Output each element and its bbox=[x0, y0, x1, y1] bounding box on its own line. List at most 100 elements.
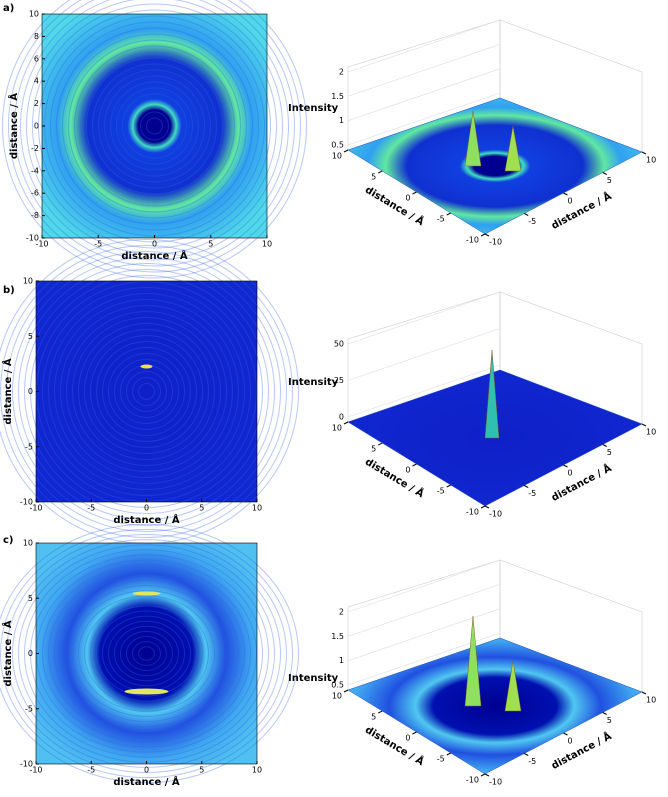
heatmap-ring bbox=[114, 625, 179, 682]
x-tick-label: 10 bbox=[262, 240, 272, 249]
heatmap-ring bbox=[66, 585, 227, 722]
surface-peak bbox=[504, 660, 522, 712]
heatmap-ring bbox=[104, 75, 205, 177]
heatmap-ring bbox=[0, 528, 293, 779]
y-tick-label: 2 bbox=[34, 99, 39, 108]
x3d-tick bbox=[446, 484, 451, 488]
heatmap-ring bbox=[66, 311, 227, 472]
heatmap-ring bbox=[12, 539, 281, 768]
z-tick-label: 50 bbox=[334, 340, 344, 349]
heatmap-ring bbox=[110, 81, 199, 171]
y3d-tick-label: -5 bbox=[528, 489, 536, 498]
z-tick-label: 0 bbox=[339, 413, 344, 422]
heatmap-ring bbox=[74, 45, 235, 207]
x-axis-label: distance / Å bbox=[113, 775, 180, 788]
x-tick-label: 10 bbox=[252, 504, 262, 513]
x-tick-label: 5 bbox=[199, 766, 204, 775]
surface-peak bbox=[464, 615, 482, 707]
heatmap-ring bbox=[30, 554, 263, 753]
y3d-tick-label: -5 bbox=[528, 757, 536, 766]
x3d-tick-label: 10 bbox=[332, 424, 342, 433]
heatmap-ring bbox=[54, 299, 239, 484]
x3d-tick bbox=[480, 773, 486, 777]
x-tick-label: -5 bbox=[87, 766, 95, 775]
y3d-tick bbox=[602, 444, 607, 447]
heatmap bbox=[42, 14, 267, 238]
x3d-tick-label: 5 bbox=[371, 445, 376, 454]
y3d-tick-label: 10 bbox=[646, 696, 656, 705]
heatmap-ring bbox=[90, 605, 203, 702]
heatmap-ring bbox=[132, 641, 161, 666]
y-tick-label: -10 bbox=[20, 498, 33, 507]
x3d-tick bbox=[412, 731, 417, 735]
z-grid-line bbox=[347, 608, 501, 661]
heatmap-ring bbox=[72, 317, 221, 466]
heatmap-ring bbox=[72, 590, 221, 717]
x-tick-label: 10 bbox=[252, 766, 262, 775]
x-tick-label: 5 bbox=[208, 240, 213, 249]
y3d-tick bbox=[563, 732, 568, 736]
heatmap-ring bbox=[60, 579, 233, 728]
heatmap-ring bbox=[132, 377, 161, 406]
heatmap-ring bbox=[116, 87, 193, 165]
heatmap-ring bbox=[6, 251, 287, 532]
x3d-tick bbox=[412, 191, 417, 195]
y-tick-label: 6 bbox=[34, 54, 39, 63]
heatmap-ring bbox=[120, 630, 173, 677]
z-axis-label: Intensity bbox=[288, 377, 339, 388]
y3d-tick-label: 10 bbox=[646, 156, 656, 165]
z-tick-label: 0.5 bbox=[331, 141, 344, 150]
heatmap-ring bbox=[90, 335, 203, 448]
x-tick-label: 0 bbox=[152, 240, 157, 249]
z-axis-label: Intensity bbox=[288, 103, 339, 114]
y-tick-label: 10 bbox=[23, 539, 33, 548]
heatmap-ring bbox=[32, 3, 277, 249]
heatmap-ring bbox=[42, 287, 251, 496]
y3d-tick bbox=[524, 485, 529, 488]
surface-floor bbox=[347, 637, 643, 775]
heatmap-ring bbox=[84, 329, 209, 454]
x3d-tick bbox=[446, 752, 451, 756]
x3d-tick-label: -5 bbox=[437, 755, 445, 764]
y3d-tick-label: -10 bbox=[489, 778, 502, 787]
heatmap-ring bbox=[42, 564, 251, 743]
y-tick-label: 0 bbox=[28, 387, 33, 396]
z-tick-label: 2 bbox=[339, 68, 344, 77]
x3d-tick bbox=[446, 212, 451, 216]
z-grid-line bbox=[347, 559, 501, 613]
heatmap-ring bbox=[50, 21, 259, 231]
x-tick-label: 0 bbox=[144, 766, 149, 775]
x3d-tick bbox=[378, 442, 383, 446]
y3d-tick bbox=[484, 773, 490, 777]
heatmap bbox=[36, 281, 257, 502]
heatmap-ring bbox=[138, 646, 155, 661]
z-tick-label: 2 bbox=[339, 608, 344, 617]
x-tick-label: -10 bbox=[29, 766, 42, 775]
x3d-tick bbox=[343, 421, 349, 425]
heatmap-ring bbox=[126, 371, 167, 412]
y-axis-label: distance / Å bbox=[7, 93, 20, 160]
heatmap-ring bbox=[96, 610, 197, 697]
x3d-tick-label: -10 bbox=[466, 776, 479, 785]
heatmap-ring bbox=[8, 0, 301, 273]
heatmap-ring bbox=[102, 347, 191, 436]
y3d-tick-label: 5 bbox=[607, 716, 612, 725]
y-tick-label: -10 bbox=[26, 234, 39, 243]
y-tick-label: -5 bbox=[25, 704, 33, 713]
z-grid-line bbox=[347, 364, 501, 418]
y3d-tick bbox=[641, 423, 647, 427]
x-tick-label: -5 bbox=[94, 240, 102, 249]
y3d-tick-label: -5 bbox=[528, 217, 536, 226]
panel-label: c) bbox=[3, 535, 14, 546]
panel-label: a) bbox=[3, 3, 14, 14]
heatmap-ring bbox=[26, 0, 283, 255]
heatmap-ring bbox=[78, 323, 215, 460]
surface-peak bbox=[504, 125, 522, 172]
y3d-tick bbox=[602, 712, 607, 715]
x3d-tick-label: -5 bbox=[437, 487, 445, 496]
y3d-tick bbox=[524, 753, 529, 756]
heatmap-ring bbox=[38, 9, 271, 243]
heatmap-ring bbox=[18, 263, 275, 520]
x3d-tick bbox=[378, 170, 383, 174]
